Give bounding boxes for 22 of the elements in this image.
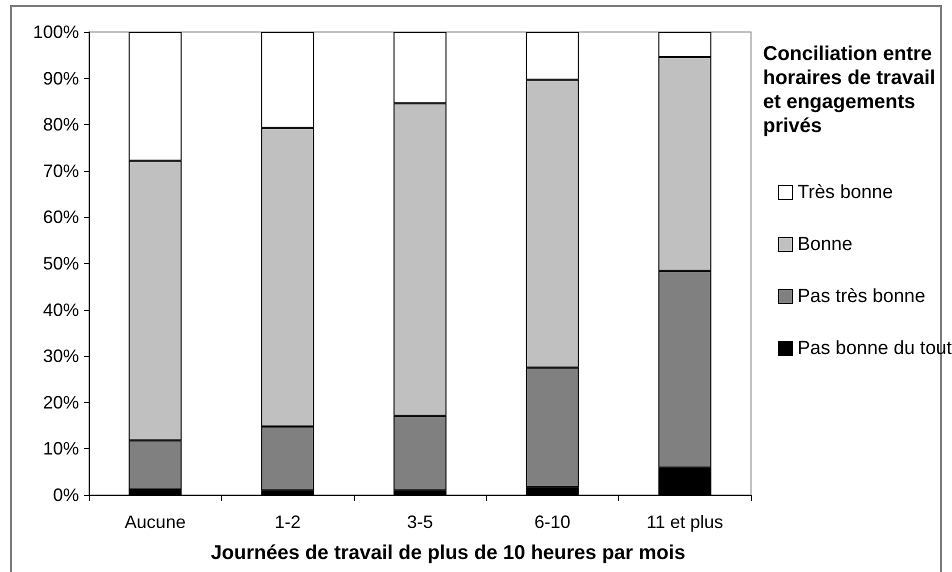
y-tick-label: 90%	[42, 68, 79, 88]
y-tick-label: 100%	[32, 22, 79, 42]
x-axis-title: Journées de travail de plus de 10 heures par mois	[210, 542, 686, 564]
y-tick-label: 10%	[42, 438, 79, 459]
x-tick-label: 3-5	[406, 512, 434, 532]
y-tick-label: 50%	[42, 254, 79, 274]
y-tick-label: 60%	[42, 207, 79, 228]
y-tick-label: 80%	[42, 114, 79, 135]
x-tick-label: Aucune	[124, 512, 186, 532]
x-tick-label: 11 et plus	[646, 512, 724, 532]
y-tick-label: 20%	[42, 392, 79, 412]
y-tick-label: 40%	[42, 300, 79, 320]
x-tick-label: 6-10	[534, 512, 570, 532]
y-tick-label: 30%	[42, 346, 79, 366]
legend-label: Pas bonne du tout	[798, 338, 952, 359]
legend-label: Très bonne	[798, 182, 893, 203]
legend-label: Pas très bonne	[798, 286, 926, 307]
legend-label: Bonne	[798, 234, 852, 255]
x-tick-label: 1-2	[274, 512, 301, 532]
legend-title: Conciliation entre horaires de travail et engagements privés	[763, 43, 941, 137]
y-tick-label: 0%	[52, 485, 79, 505]
y-tick-label: 70%	[42, 160, 79, 181]
